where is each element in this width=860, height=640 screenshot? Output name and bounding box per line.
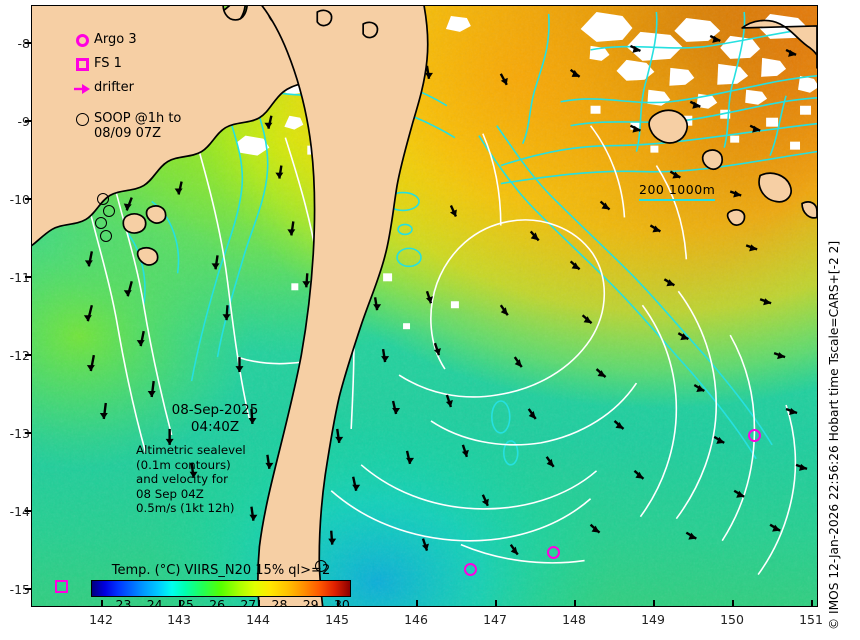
soop-marker[interactable] — [102, 205, 115, 218]
x-tick-label: 148 — [562, 612, 586, 627]
colorbar: Temp. (°C) VIIRS_N20 15% ql>=2 23 24 25 … — [91, 563, 351, 607]
x-tick-label: 149 — [641, 612, 665, 627]
colorbar-tick: 28 — [271, 597, 288, 607]
annotation-date: 08-Sep-2025 — [171, 402, 259, 418]
credit-text: © IMOS 12-Jan-2026 22:56:26 Hobart time … — [827, 0, 854, 640]
y-tick-label: -8 — [17, 36, 30, 51]
description-line-1: Altimetric sealevel — [136, 443, 246, 457]
argo-marker[interactable] — [464, 562, 478, 576]
drifter-arrow-icon — [70, 80, 94, 97]
y-tick-label: -13 — [9, 426, 30, 441]
soop-circle-icon — [70, 111, 94, 128]
colorbar-tick: 23 — [115, 597, 132, 607]
legend-item-soop: SOOP @1h to 08/09 07Z — [70, 111, 220, 141]
colorbar-gradient — [91, 580, 351, 597]
symbol-legend: Argo 3 FS 1 drifter SOOP @1h to — [70, 32, 220, 148]
soop-marker[interactable] — [95, 217, 108, 230]
colorbar-tick: 26 — [209, 597, 226, 607]
x-tick-label: 147 — [483, 612, 507, 627]
legend-label-soop-line1: SOOP @1h to — [94, 111, 182, 126]
credit-label: © IMOS 12-Jan-2026 22:56:26 Hobart time … — [827, 240, 841, 630]
x-tick-label: 142 — [89, 612, 113, 627]
legend-label-soop-line2: 08/09 07Z — [94, 126, 162, 141]
colorbar-ticks: 23 24 25 26 27 28 29 30 — [91, 597, 351, 607]
x-tick-label: 145 — [325, 612, 349, 627]
x-tick-label: 151 — [799, 612, 823, 627]
velocity-arrow-layer — [83, 34, 808, 556]
colorbar-tick: 27 — [240, 597, 257, 607]
argo-marker[interactable] — [546, 546, 560, 560]
soop-marker[interactable] — [99, 229, 112, 242]
map-plot-area[interactable]: Argo 3 FS 1 drifter SOOP @1h to — [31, 5, 818, 607]
colorbar-tick: 29 — [302, 597, 319, 607]
sst-raster-layer — [32, 6, 817, 606]
fs-marker[interactable] — [54, 580, 68, 594]
x-tick-label: 146 — [404, 612, 428, 627]
y-tick-label: -10 — [9, 192, 30, 207]
coastline-layer — [32, 6, 817, 606]
soop-marker[interactable] — [314, 560, 327, 573]
x-tick-label: 144 — [246, 612, 270, 627]
description-line-5: 0.5m/s (1kt 12h) — [136, 501, 235, 516]
colorbar-tick: 24 — [146, 597, 163, 607]
depth-key-label: 200 1000m — [639, 182, 716, 197]
y-tick-label: -14 — [9, 504, 30, 519]
argo-marker[interactable] — [748, 428, 762, 442]
depth-key-line — [639, 199, 716, 201]
description-line-3: and velocity for — [136, 472, 229, 487]
argo-ring-icon — [70, 32, 94, 49]
description-annotation: Altimetric sealevel (0.1m contours) and … — [136, 443, 286, 516]
colorbar-tick: 25 — [177, 597, 194, 607]
y-tick-label: -15 — [9, 582, 30, 597]
y-tick-label: -9 — [17, 114, 30, 129]
station-marker-layer[interactable] — [32, 6, 817, 606]
y-tick-label: -12 — [9, 348, 30, 363]
y-tick-label: -11 — [9, 270, 30, 285]
date-annotation: 08-Sep-2025 04:40Z — [145, 402, 285, 436]
legend-label-argo: Argo 3 — [94, 32, 137, 47]
depth-contour-key: 200 1000m — [639, 182, 716, 201]
legend-label-fs: FS 1 — [94, 56, 122, 71]
legend-item-drifter: drifter — [70, 80, 220, 97]
colorbar-title: Temp. (°C) VIIRS_N20 15% ql>=2 — [111, 563, 331, 578]
legend-item-argo: Argo 3 — [70, 32, 220, 49]
description-line-4: 08 Sep 04Z — [136, 486, 204, 501]
soop-marker[interactable] — [96, 193, 109, 206]
colorbar-tick: 30 — [333, 597, 350, 607]
x-tick-label: 150 — [720, 612, 744, 627]
legend-label-drifter: drifter — [94, 80, 134, 95]
annotation-time: 04:40Z — [190, 419, 240, 435]
x-tick-label: 143 — [167, 612, 191, 627]
fs-square-icon — [70, 56, 94, 73]
legend-item-fs: FS 1 — [70, 56, 220, 73]
description-line-2: (0.1m contours) — [136, 457, 231, 472]
